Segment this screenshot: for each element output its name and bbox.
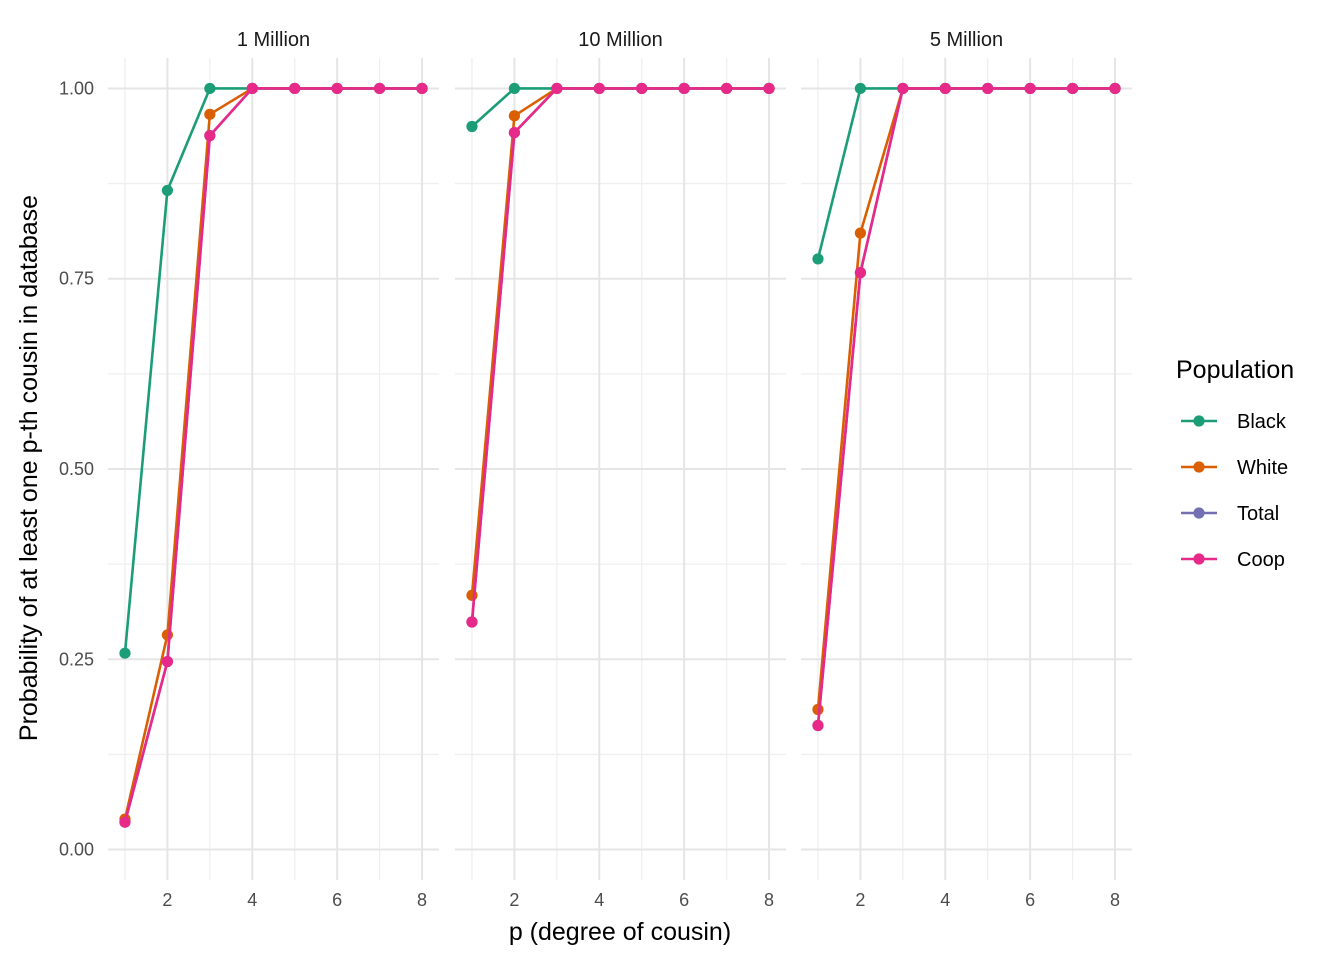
x-tick-label: 8 (1110, 890, 1120, 910)
data-point (508, 126, 521, 139)
series-coop (466, 82, 775, 628)
x-tick-label: 2 (162, 890, 172, 910)
data-point (982, 82, 994, 95)
x-tick-label: 2 (855, 890, 865, 910)
data-point (331, 82, 343, 95)
data-point (939, 82, 951, 95)
legend-label: Coop (1237, 549, 1285, 571)
legend: Population Black White Total Coop (1176, 356, 1294, 571)
data-point (161, 629, 174, 641)
data-point (204, 82, 216, 95)
series-coop (812, 82, 1121, 732)
legend-item-coop: Coop (1181, 549, 1285, 571)
y-tick-label: 0.00 (59, 840, 94, 860)
data-point (763, 82, 775, 95)
y-tick-label: 1.00 (59, 78, 94, 98)
y-tick-label: 0.50 (59, 459, 94, 479)
facet-strip-label: 5 Million (930, 29, 1003, 51)
series-line (816, 87, 1116, 710)
data-point (508, 110, 521, 122)
panel-10-million: 10 Million 2 4 6 8 (455, 29, 786, 910)
legend-item-white: White (1181, 457, 1288, 479)
panel-1-million: 1 Million 2 4 6 8 (108, 29, 439, 910)
chart-panels: 1 Million 2 4 6 8 10 Million 2 4 6 8 5 Million 2 4 6 8 (108, 29, 1132, 910)
data-point (812, 253, 824, 265)
data-point (854, 267, 867, 279)
series-coop (119, 82, 428, 828)
series-white (812, 82, 1121, 716)
legend-key-point (1193, 507, 1205, 519)
y-tick-label: 0.75 (59, 269, 94, 289)
data-point (720, 82, 733, 95)
facet-strip-label: 10 Million (578, 29, 662, 51)
data-point (466, 616, 478, 628)
series-line (470, 87, 770, 623)
x-tick-label: 6 (679, 890, 689, 910)
data-point (551, 82, 563, 95)
data-point (678, 82, 690, 95)
data-point (854, 82, 867, 95)
legend-item-black: Black (1181, 411, 1287, 433)
legend-key-point (1193, 415, 1205, 427)
data-point (204, 130, 216, 142)
x-tick-label: 8 (764, 890, 774, 910)
data-point (416, 82, 428, 95)
data-point (854, 227, 867, 239)
x-tick-label: 4 (594, 890, 604, 910)
facet-strip-label: 1 Million (237, 29, 310, 51)
panel-5-million: 5 Million 2 4 6 8 (801, 29, 1132, 910)
data-point (161, 655, 174, 668)
legend-item-total: Total (1181, 503, 1279, 525)
data-point (466, 120, 478, 133)
data-point (1066, 82, 1079, 95)
data-point (1109, 82, 1121, 95)
x-tick-label: 4 (247, 890, 257, 910)
series-black (119, 82, 428, 659)
x-tick-label: 2 (509, 890, 519, 910)
data-point (289, 82, 301, 95)
y-axis: 0.00 0.25 0.50 0.75 1.00 (59, 78, 94, 859)
data-point (812, 719, 824, 732)
series-line (470, 87, 770, 623)
series-line (123, 87, 423, 820)
series-line (816, 87, 1116, 726)
data-point (1024, 82, 1036, 95)
y-tick-label: 0.25 (59, 649, 94, 669)
data-point (119, 816, 131, 828)
y-axis-title: Probability of at least one p-th cousin … (15, 195, 43, 741)
legend-label: Total (1237, 503, 1279, 525)
data-point (161, 184, 174, 197)
data-point (246, 82, 258, 95)
data-point (593, 82, 605, 95)
x-tick-label: 6 (1025, 890, 1035, 910)
x-tick-label: 6 (332, 890, 342, 910)
series-line (123, 87, 423, 823)
data-point (508, 82, 521, 95)
x-axis-title: p (degree of cousin) (509, 918, 731, 946)
series-total (812, 82, 1121, 732)
data-point (204, 108, 216, 120)
data-point (897, 82, 909, 95)
series-line (470, 87, 770, 596)
x-tick-label: 8 (417, 890, 427, 910)
legend-key-point (1193, 553, 1205, 565)
legend-key-point (1193, 461, 1205, 473)
data-point (636, 82, 648, 95)
series-line (123, 87, 423, 654)
x-tick-label: 4 (940, 890, 950, 910)
data-point (373, 82, 386, 95)
legend-label: Black (1237, 411, 1287, 433)
legend-label: White (1237, 457, 1288, 479)
series-line (123, 87, 423, 823)
legend-title: Population (1176, 356, 1294, 384)
data-point (119, 647, 131, 659)
